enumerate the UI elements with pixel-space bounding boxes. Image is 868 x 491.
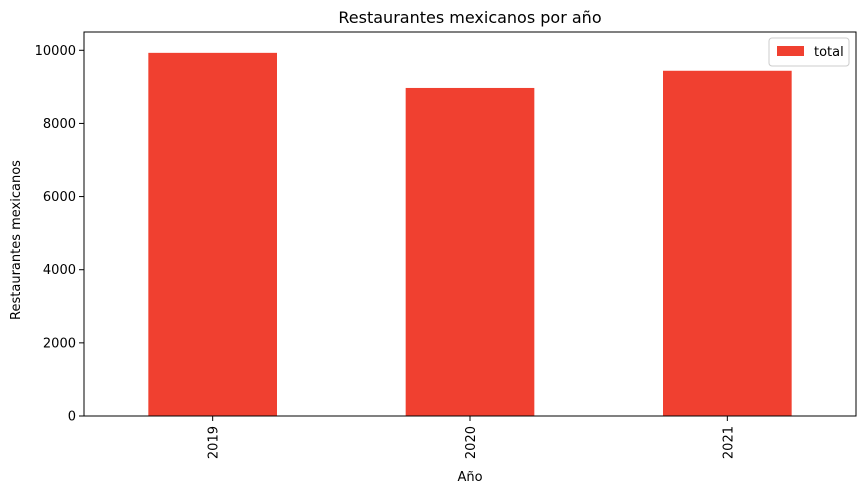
x-tick-label: 2020	[464, 426, 479, 459]
y-tick-label: 10000	[35, 44, 76, 59]
y-tick-label: 8000	[43, 117, 76, 132]
y-tick-label: 6000	[43, 190, 76, 205]
bar-2021	[663, 70, 792, 416]
y-tick-label: 0	[68, 410, 76, 425]
legend-label: total	[814, 45, 844, 60]
plot-frame	[83, 31, 857, 417]
y-axis-label: Restaurantes mexicanos	[9, 160, 24, 320]
y-tick-label: 4000	[43, 263, 76, 278]
bar-2020	[405, 87, 535, 416]
x-tick-label: 2021	[721, 426, 736, 459]
bar-2019	[148, 52, 277, 417]
legend-box	[768, 37, 850, 67]
y-tick-label: 2000	[43, 336, 76, 351]
y-axis-ticks: 0 2000 4000 6000 8000 10000	[35, 44, 84, 425]
legend: total	[768, 37, 850, 67]
legend-swatch	[777, 46, 804, 56]
bars-group	[148, 52, 792, 417]
x-tick-label: 2019	[207, 426, 222, 459]
x-axis-ticks: 2019 2020 2021	[207, 416, 736, 459]
x-axis-label: Año	[457, 470, 482, 485]
chart-title: Restaurantes mexicanos por año	[338, 8, 601, 27]
